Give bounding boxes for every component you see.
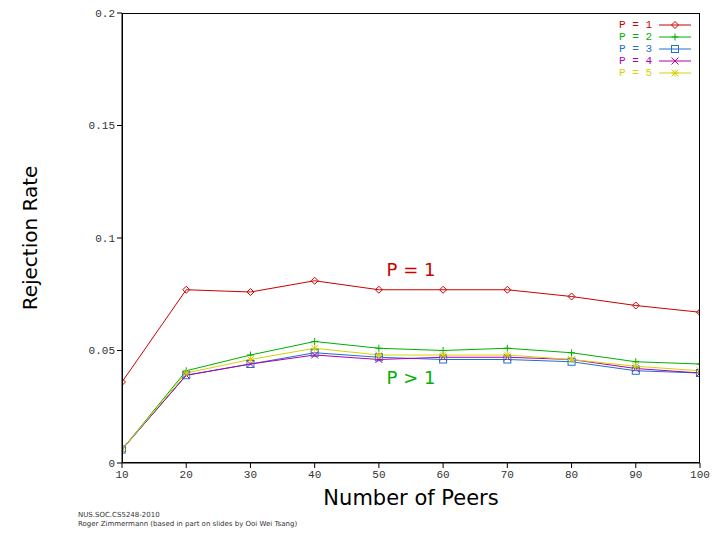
svg-text:0.2: 0.2 [95, 8, 115, 20]
svg-text:20: 20 [180, 469, 193, 481]
svg-text:0: 0 [108, 458, 115, 470]
html-text:Rejection Rate: Rejection Rate [18, 165, 42, 311]
html-text:Number of Peers: Number of Peers [323, 486, 499, 510]
svg-text:50: 50 [372, 469, 385, 481]
svg-text:70: 70 [501, 469, 514, 481]
html-text:P = 3: P = 3 [619, 43, 652, 55]
html-text:Roger Zimmermann (based in par: Roger Zimmermann (based in part on slide… [78, 520, 298, 528]
svg-text:90: 90 [629, 469, 642, 481]
svg-text:40: 40 [308, 469, 321, 481]
svg-text:10: 10 [115, 469, 128, 481]
svg-text:60: 60 [437, 469, 450, 481]
html-text:P = 4: P = 4 [619, 55, 652, 67]
html-text:P = 2: P = 2 [619, 31, 652, 43]
html-text:P > 1: P > 1 [386, 366, 436, 388]
svg-text:80: 80 [565, 469, 578, 481]
svg-text:0.05: 0.05 [89, 345, 115, 357]
html-text:P = 5: P = 5 [619, 67, 652, 79]
html-text:NUS.SOC.CS5248-2010: NUS.SOC.CS5248-2010 [78, 511, 160, 519]
svg-text:30: 30 [244, 469, 257, 481]
html-text:P = 1: P = 1 [619, 19, 652, 31]
html-text:P = 1: P = 1 [386, 258, 436, 280]
svg-text:0.1: 0.1 [95, 233, 115, 245]
svg-text:0.15: 0.15 [89, 120, 115, 132]
svg-text:100: 100 [690, 469, 710, 481]
